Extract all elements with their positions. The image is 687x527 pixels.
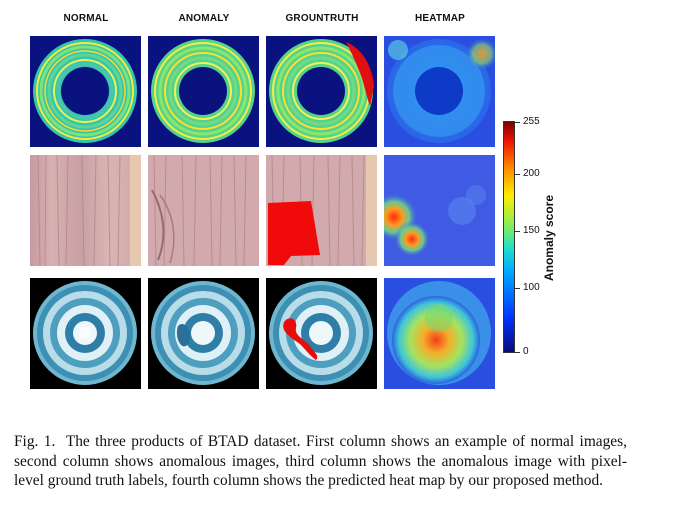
image-row2-groundtruth xyxy=(266,155,377,266)
figure: NORMAL ANOMALY GROUNTRUTH HEATMAP xyxy=(30,13,556,389)
image-row1-anomaly xyxy=(148,36,259,147)
image-row1-groundtruth xyxy=(266,36,377,147)
colorbar-label-255: 255 xyxy=(523,116,540,127)
column-header-normal: NORMAL xyxy=(63,13,109,24)
colorbar-label-200: 200 xyxy=(523,168,540,179)
colorbar-tick-255 xyxy=(515,122,520,123)
colorbar-tick-100 xyxy=(515,288,520,289)
column-header-groundtruth: GROUNTRUTH xyxy=(285,13,359,24)
image-row2-heatmap xyxy=(384,155,495,266)
colorbar-label-0: 0 xyxy=(523,346,529,357)
caption-text: The three products of BTAD dataset. Firs… xyxy=(14,433,627,490)
image-row3-groundtruth xyxy=(266,278,377,389)
caption-label: Fig. 1. xyxy=(14,433,56,450)
image-row1-normal xyxy=(30,36,141,147)
image-row3-anomaly xyxy=(148,278,259,389)
colorbar-label-100: 100 xyxy=(523,282,540,293)
colorbar-tick-0 xyxy=(515,352,520,353)
image-row2-normal xyxy=(30,155,141,266)
image-row3-heatmap xyxy=(384,278,495,389)
image-row2-anomaly xyxy=(148,155,259,266)
colorbar-tick-200 xyxy=(515,174,520,175)
colorbar-label-150: 150 xyxy=(523,225,540,236)
figure-caption: Fig. 1. The three products of BTAD datas… xyxy=(14,432,627,491)
column-header-anomaly: ANOMALY xyxy=(178,13,230,24)
colorbar xyxy=(503,121,515,353)
image-row3-normal xyxy=(30,278,141,389)
colorbar-title: Anomaly score xyxy=(542,194,556,282)
colorbar-tick-150 xyxy=(515,231,520,232)
image-row1-heatmap xyxy=(384,36,495,147)
column-header-heatmap: HEATMAP xyxy=(414,13,466,24)
